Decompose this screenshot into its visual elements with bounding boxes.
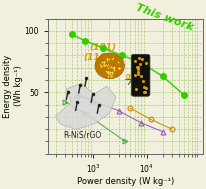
Text: (110): (110) [83, 53, 110, 62]
Text: α-NiS: α-NiS [125, 72, 146, 81]
Text: R-NiS/rGO: R-NiS/rGO [63, 130, 102, 139]
X-axis label: Power density (W kg⁻¹): Power density (W kg⁻¹) [77, 177, 174, 186]
Text: This work: This work [135, 2, 195, 33]
Y-axis label: Energy density
(Wh kg⁻¹): Energy density (Wh kg⁻¹) [4, 54, 23, 118]
Polygon shape [56, 83, 116, 129]
FancyBboxPatch shape [131, 54, 150, 96]
Text: (101): (101) [90, 43, 117, 52]
Circle shape [95, 53, 124, 79]
